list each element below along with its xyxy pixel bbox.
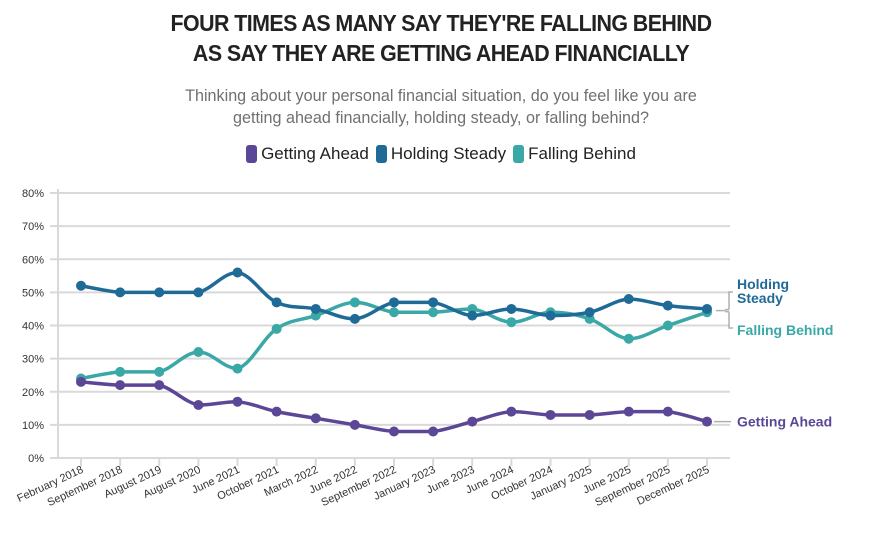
series-holding-steady — [76, 267, 712, 324]
y-tick-label: 10% — [22, 420, 44, 432]
point-getting-ahead — [506, 406, 517, 417]
point-holding-steady — [506, 303, 517, 314]
point-holding-steady — [428, 297, 439, 308]
point-getting-ahead — [76, 376, 86, 387]
point-holding-steady — [115, 287, 126, 298]
point-falling-behind — [115, 366, 126, 377]
legend-label-getting-ahead: Getting Ahead — [261, 144, 369, 163]
point-falling-behind — [271, 323, 282, 334]
point-getting-ahead — [232, 396, 243, 407]
legend-item-holding-steady[interactable]: Holding Steady — [375, 144, 507, 164]
point-holding-steady — [76, 280, 86, 291]
point-falling-behind — [623, 333, 634, 344]
point-holding-steady — [662, 300, 673, 311]
point-falling-behind — [389, 307, 399, 318]
point-falling-behind — [154, 366, 165, 377]
annotation-holding-steady-line-2: Steady — [737, 290, 783, 306]
series-getting-ahead — [76, 376, 712, 437]
chart-title: FOUR TIMES AS MANY SAY THEY'RE FALLING B… — [31, 8, 851, 68]
point-getting-ahead — [310, 413, 321, 424]
point-holding-steady — [584, 307, 595, 318]
y-tick-label: 30% — [22, 354, 44, 366]
point-holding-steady — [271, 297, 282, 308]
point-holding-steady — [232, 267, 243, 278]
point-getting-ahead — [115, 380, 126, 391]
point-getting-ahead — [584, 409, 595, 420]
annotation-falling-behind: Falling Behind — [737, 322, 833, 338]
chart-subtitle-line-1: Thinking about your personal financial s… — [185, 86, 697, 105]
y-tick-label: 40% — [22, 321, 44, 333]
point-holding-steady — [623, 294, 634, 304]
series-falling-behind — [76, 297, 712, 384]
y-tick-label: 50% — [22, 287, 44, 299]
point-getting-ahead — [193, 400, 204, 410]
point-holding-steady — [193, 287, 204, 298]
point-getting-ahead — [702, 416, 712, 427]
point-getting-ahead — [428, 426, 439, 437]
point-getting-ahead — [154, 380, 165, 391]
point-holding-steady — [349, 313, 360, 324]
series-lines — [76, 267, 712, 437]
gridlines — [50, 189, 730, 459]
point-falling-behind — [428, 307, 439, 318]
point-getting-ahead — [623, 406, 634, 417]
chart-subtitle: Thinking about your personal financial s… — [22, 85, 860, 129]
point-getting-ahead — [349, 419, 360, 430]
point-holding-steady — [702, 303, 712, 314]
point-holding-steady — [467, 310, 478, 321]
legend-label-holding-steady: Holding Steady — [390, 144, 507, 163]
point-getting-ahead — [662, 406, 673, 417]
y-tick-label: 20% — [22, 387, 44, 399]
point-falling-behind — [662, 320, 673, 331]
legend-swatch-holding-steady — [375, 145, 387, 163]
y-tick-label: 80% — [22, 188, 44, 200]
point-getting-ahead — [467, 416, 478, 427]
point-getting-ahead — [545, 409, 556, 420]
legend-item-getting-ahead[interactable]: Getting Ahead — [246, 144, 369, 164]
chart-title-line-2: AS SAY THEY ARE GETTING AHEAD FINANCIALL… — [192, 40, 690, 66]
annotation-holding-steady-line-1: Holding — [737, 276, 789, 292]
point-holding-steady — [310, 303, 321, 314]
legend-swatch-getting-ahead — [246, 145, 258, 163]
point-getting-ahead — [271, 406, 282, 417]
annotation-bracket — [725, 291, 733, 329]
legend-label-falling-behind: Falling Behind — [528, 144, 636, 163]
chart-subtitle-line-2: getting ahead financially, holding stead… — [232, 108, 650, 127]
annotation-getting-ahead: Getting Ahead — [737, 414, 832, 430]
y-tick-label: 0% — [28, 453, 44, 465]
point-falling-behind — [232, 363, 243, 374]
chart-legend: Getting Ahead Holding Steady Falling Beh… — [0, 144, 882, 164]
point-holding-steady — [389, 297, 399, 308]
point-falling-behind — [193, 347, 204, 357]
point-falling-behind — [349, 297, 360, 308]
point-holding-steady — [154, 287, 165, 298]
point-holding-steady — [545, 310, 556, 321]
y-tick-label: 60% — [22, 254, 44, 266]
y-tick-label: 70% — [22, 221, 44, 233]
y-axis: 0% 10% 20% 30% 40% 50% 60% 70% 80% — [22, 188, 44, 465]
legend-item-falling-behind[interactable]: Falling Behind — [513, 144, 636, 164]
point-getting-ahead — [389, 426, 399, 437]
legend-swatch-falling-behind — [513, 145, 525, 163]
point-falling-behind — [506, 317, 517, 328]
chart-title-line-1: FOUR TIMES AS MANY SAY THEY'RE FALLING B… — [170, 10, 712, 36]
